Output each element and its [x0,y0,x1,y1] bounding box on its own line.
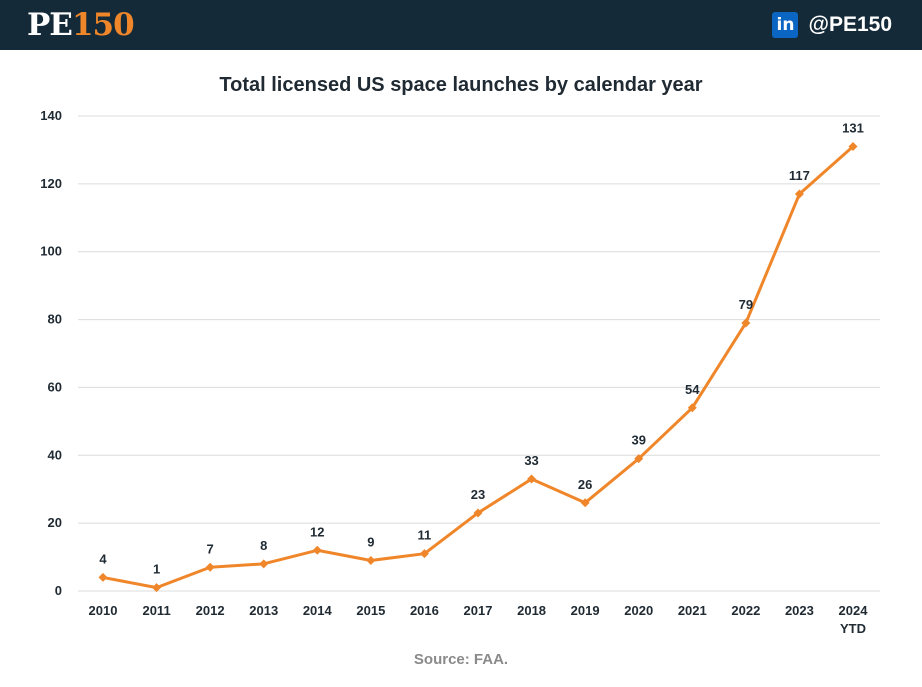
data-point-marker [794,189,804,199]
x-tick-label: 2019 [571,603,600,618]
data-label: 8 [260,538,267,553]
x-tick-label: 2020 [624,603,653,618]
data-label: 33 [524,453,538,468]
logo-number-text: 150 [71,7,135,43]
data-point-marker [741,318,751,328]
pe150-logo[interactable]: PE150 [27,7,135,43]
data-point-marker [205,562,215,572]
data-point-marker [259,559,269,569]
x-tick-label: 2011 [142,603,170,618]
y-tick-label: 120 [40,176,62,191]
social-handle-link[interactable]: in @PE150 [772,11,892,39]
x-tick-label: 2021 [678,603,707,618]
data-point-marker [848,142,858,152]
data-label: 79 [739,297,753,312]
y-tick-label: 40 [48,447,62,462]
x-tick-label: 2024 [839,603,869,618]
x-tick-label: 2022 [731,603,760,618]
x-tick-label: 2015 [356,603,385,618]
data-point-marker [473,508,483,518]
y-tick-label: 20 [48,515,62,530]
x-tick-label: 2014 [303,603,333,618]
data-point-marker [687,403,697,413]
x-tick-label: 2023 [785,603,814,618]
data-label: 1 [153,562,160,577]
x-tick-label: YTD [840,621,866,636]
data-label: 9 [367,534,374,549]
x-tick-label: 2010 [89,603,118,618]
data-label: 7 [207,541,214,556]
y-tick-label: 60 [48,379,62,394]
linkedin-icon: in [772,12,799,38]
data-point-marker [419,549,429,559]
data-label: 131 [842,121,864,136]
social-handle-text: @PE150 [808,13,892,36]
data-point-marker [634,454,644,464]
y-tick-label: 140 [40,108,62,123]
x-tick-label: 2012 [196,603,225,618]
data-label: 26 [578,477,592,492]
data-point-marker [312,545,322,555]
data-label: 54 [685,382,700,397]
y-tick-label: 0 [55,583,62,598]
series-line [102,145,854,590]
chart-title: Total licensed US space launches by cale… [219,74,703,96]
source-note: Source: FAA. [413,651,509,668]
data-label: 39 [631,433,645,448]
data-label: 117 [789,168,810,183]
data-label: 23 [471,487,485,502]
header-bar: PE150 in @PE150 [0,0,922,50]
y-tick-label: 100 [40,244,62,259]
y-tick-label: 80 [48,312,62,327]
data-point-marker [527,474,537,484]
x-tick-label: 2016 [410,603,439,618]
data-point-marker [152,583,162,593]
data-point-marker [580,498,590,508]
x-tick-label: 2017 [464,603,493,618]
x-tick-label: 2018 [517,603,546,618]
data-label: 4 [99,551,107,566]
logo-pe-text: PE [27,7,73,43]
data-label: 12 [310,524,324,539]
x-tick-label: 2013 [249,603,278,618]
data-point-marker [98,572,108,582]
data-point-marker [366,555,376,565]
data-label: 11 [418,528,432,543]
